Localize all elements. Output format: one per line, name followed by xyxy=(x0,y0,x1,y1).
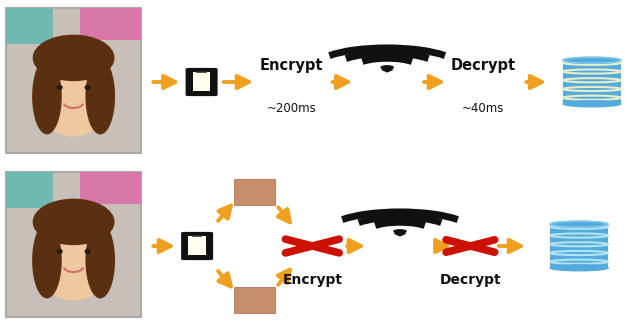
Polygon shape xyxy=(382,70,392,72)
Ellipse shape xyxy=(35,211,113,301)
Ellipse shape xyxy=(563,57,621,63)
FancyBboxPatch shape xyxy=(6,8,141,153)
Ellipse shape xyxy=(563,57,621,63)
Ellipse shape xyxy=(56,85,63,90)
FancyBboxPatch shape xyxy=(186,68,218,96)
Circle shape xyxy=(381,66,393,69)
Ellipse shape xyxy=(84,85,91,90)
FancyBboxPatch shape xyxy=(234,179,275,205)
Ellipse shape xyxy=(32,222,61,298)
Ellipse shape xyxy=(33,35,115,81)
Circle shape xyxy=(394,230,406,233)
FancyBboxPatch shape xyxy=(6,172,141,317)
FancyBboxPatch shape xyxy=(6,8,54,44)
FancyBboxPatch shape xyxy=(81,8,141,40)
FancyBboxPatch shape xyxy=(193,72,211,91)
FancyBboxPatch shape xyxy=(6,172,54,208)
Text: Encrypt: Encrypt xyxy=(259,58,323,73)
Ellipse shape xyxy=(86,58,115,134)
Text: Decrypt: Decrypt xyxy=(440,273,501,287)
FancyBboxPatch shape xyxy=(181,232,213,260)
Ellipse shape xyxy=(33,199,115,245)
Ellipse shape xyxy=(32,58,61,134)
Text: ~200ms: ~200ms xyxy=(266,102,316,115)
Ellipse shape xyxy=(56,249,63,254)
Ellipse shape xyxy=(86,222,115,298)
FancyBboxPatch shape xyxy=(188,236,206,255)
FancyBboxPatch shape xyxy=(81,172,141,204)
Text: Encrypt: Encrypt xyxy=(282,273,342,287)
FancyBboxPatch shape xyxy=(550,224,608,268)
Ellipse shape xyxy=(84,249,91,254)
Polygon shape xyxy=(395,234,405,236)
Ellipse shape xyxy=(550,265,608,271)
Ellipse shape xyxy=(550,221,608,227)
FancyBboxPatch shape xyxy=(563,60,621,104)
Text: Decrypt: Decrypt xyxy=(451,58,516,73)
Ellipse shape xyxy=(563,101,621,107)
Ellipse shape xyxy=(35,47,113,137)
Text: ~40ms: ~40ms xyxy=(462,102,504,115)
Ellipse shape xyxy=(550,221,608,227)
FancyBboxPatch shape xyxy=(234,287,275,313)
